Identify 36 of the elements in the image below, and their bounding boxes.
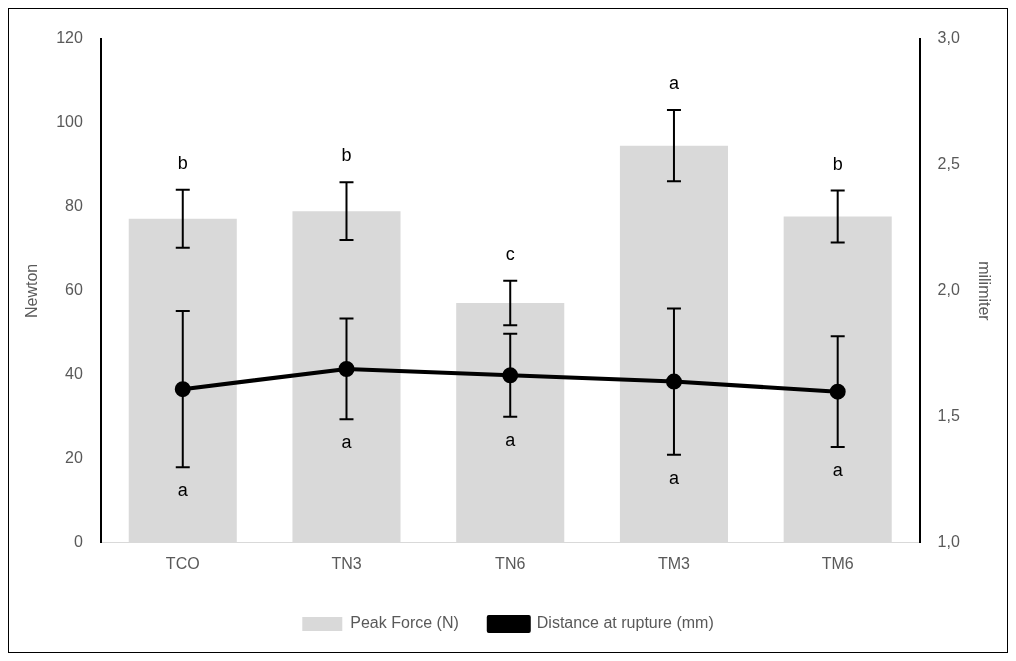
legend-label: Distance at rupture (mm) xyxy=(536,614,714,632)
x-tick-label: TN6 xyxy=(495,554,526,572)
y-axis-title: Newton xyxy=(23,263,41,319)
y2-tick-label: 2,0 xyxy=(937,281,960,299)
bar xyxy=(783,216,892,543)
y-tick-label: 40 xyxy=(65,365,83,383)
annotation: b xyxy=(832,153,843,174)
legend-label: Peak Force (N) xyxy=(350,614,459,632)
y-tick-label: 20 xyxy=(65,449,83,467)
bar xyxy=(619,145,728,543)
annotation: a xyxy=(341,432,353,453)
x-tick-label: TCO xyxy=(165,554,200,572)
annotation: a xyxy=(668,72,680,93)
x-tick-label: TN3 xyxy=(331,554,362,572)
annotation: a xyxy=(505,429,517,450)
y-tick-label: 0 xyxy=(73,533,83,551)
bar xyxy=(292,211,401,543)
bar xyxy=(456,303,565,543)
annotation: c xyxy=(505,243,515,264)
annotation: a xyxy=(668,467,680,488)
y2-tick-label: 2,5 xyxy=(937,155,960,173)
y2-tick-label: 1,0 xyxy=(937,533,960,551)
annotation: a xyxy=(177,480,189,501)
y2-tick-label: 3,0 xyxy=(937,29,960,47)
y-tick-label: 120 xyxy=(56,29,83,47)
y2-axis-title: milimiter xyxy=(975,261,993,322)
annotation: b xyxy=(341,145,352,166)
x-tick-label: TM6 xyxy=(821,554,854,572)
annotation: a xyxy=(832,460,844,481)
y2-tick-label: 1,5 xyxy=(937,407,960,425)
y-tick-label: 60 xyxy=(65,281,83,299)
annotation: b xyxy=(177,152,188,173)
y-tick-label: 80 xyxy=(65,197,83,215)
bar xyxy=(128,218,237,543)
y-tick-label: 100 xyxy=(56,113,83,131)
x-tick-label: TM3 xyxy=(657,554,691,572)
